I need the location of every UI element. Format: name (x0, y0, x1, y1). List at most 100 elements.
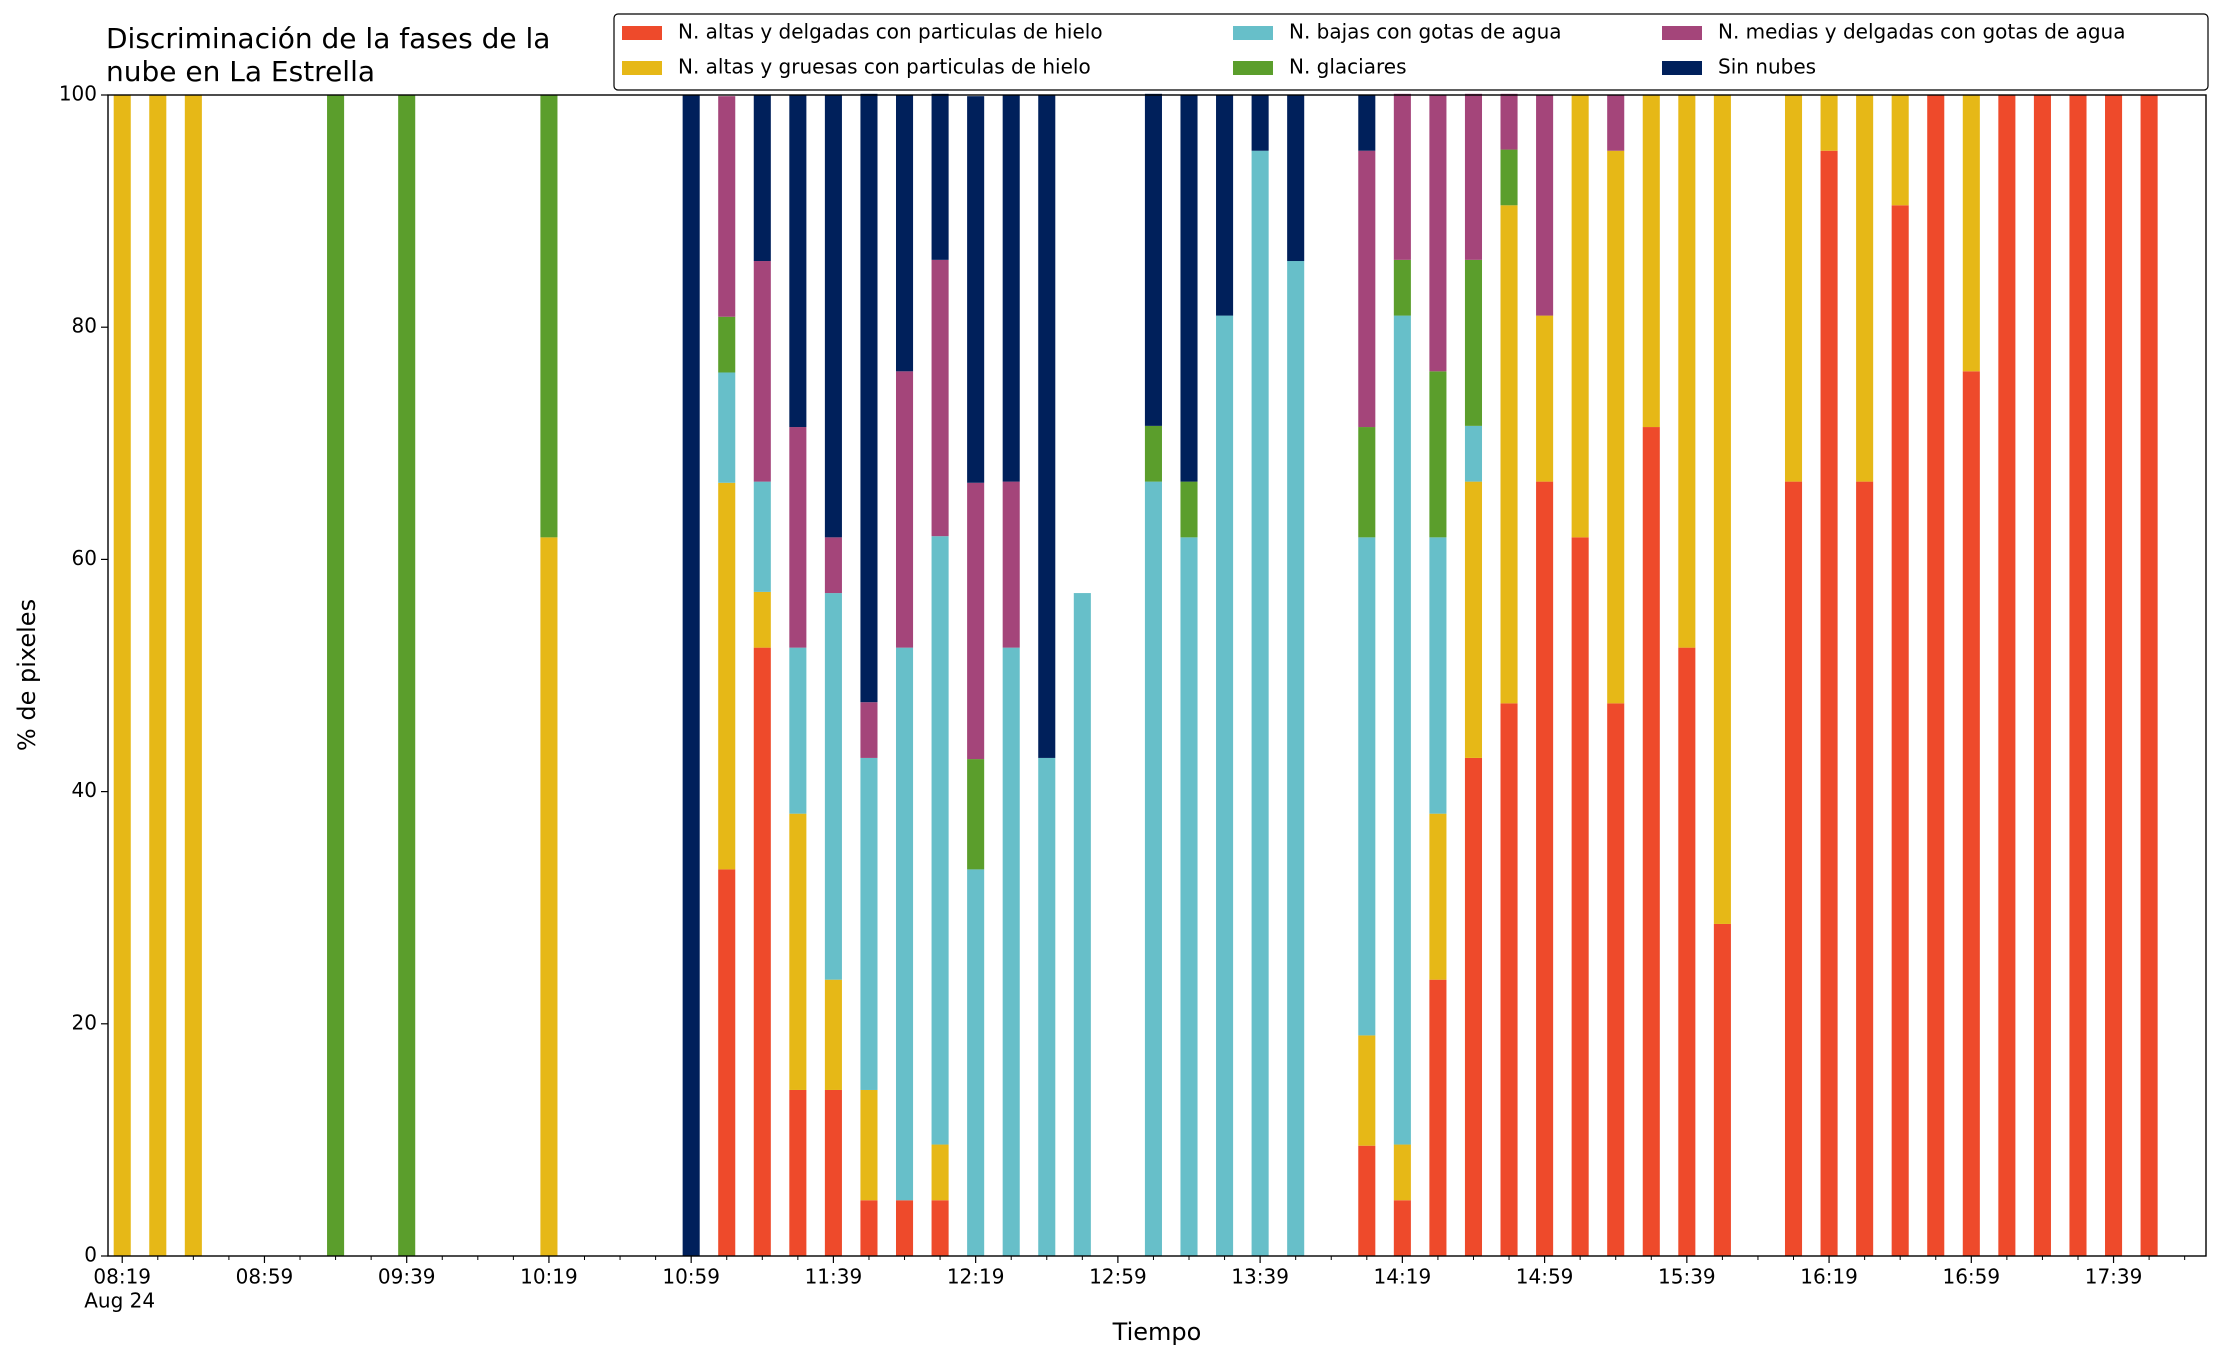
x-axis-label: Tiempo (1112, 1318, 1202, 1346)
bar-segment (718, 482, 736, 870)
bar-segment (1358, 1035, 1376, 1146)
legend-swatch (1662, 61, 1702, 75)
x-tick-label: 10:19 (520, 1265, 578, 1289)
bar-segment (1891, 95, 1909, 206)
bar-segment (895, 95, 914, 372)
bar-segment (753, 261, 771, 482)
bar-segment (1216, 315, 1234, 1257)
bar-segment (753, 647, 771, 1256)
bar-segment (1891, 205, 1909, 1256)
legend-box (613, 13, 2209, 91)
bar-segment (967, 482, 985, 760)
x-tick-label: 12:59 (1089, 1265, 1147, 1289)
y-tick-label: 20 (72, 1010, 97, 1034)
x-tick-label: 10:59 (662, 1265, 720, 1289)
bar-segment (1820, 150, 1838, 1256)
bar-segment (1998, 95, 2016, 1256)
bar-segment (931, 259, 949, 537)
bar-segment (1678, 95, 1696, 648)
bar-segment (1144, 93, 1162, 426)
x-tick-label: 13:39 (1231, 1265, 1289, 1289)
bar-segment (1962, 371, 1980, 1256)
bar-segment (327, 95, 345, 1256)
bar-segment (2140, 95, 2158, 1256)
plot-frame (107, 94, 2207, 1257)
bar-segment (895, 647, 914, 1201)
x-date-label: Aug 24 (84, 1289, 155, 1313)
bar-segment (1429, 371, 1447, 538)
bar-segment (753, 591, 771, 648)
bar-segment (1678, 647, 1696, 1256)
bar-segment (931, 1144, 949, 1201)
bar-segment (1464, 481, 1483, 758)
bar-segment (113, 95, 131, 1256)
bar-segment (2069, 95, 2087, 1256)
x-tick-label: 17:39 (2085, 1265, 2143, 1289)
bar-segment (1464, 259, 1483, 426)
bar-segment (1144, 481, 1162, 1256)
bar-segment (1358, 537, 1376, 1036)
bar-segment (1358, 95, 1376, 151)
bar-segment (1607, 703, 1625, 1256)
bar-segment (1393, 315, 1411, 1145)
bar-segment (1500, 149, 1518, 206)
bar-segment (2105, 95, 2123, 1256)
bar-segment (753, 95, 771, 262)
x-tick-label: 16:59 (1942, 1265, 2000, 1289)
legend-swatch (622, 26, 662, 40)
bar-segment (1358, 1145, 1376, 1256)
bar-segment (1500, 205, 1518, 704)
x-tick-label: 08:59 (236, 1265, 294, 1289)
bar-segment (824, 1089, 842, 1256)
y-tick-label: 60 (72, 546, 97, 570)
bar-segment (1856, 481, 1874, 1256)
bar-segment (1393, 1144, 1411, 1201)
bar-segment (1216, 95, 1234, 316)
bar-segment (1002, 95, 1020, 482)
legend-label: N. medias y delgadas con gotas de agua (1718, 20, 2126, 44)
bar-segment (789, 427, 807, 648)
bar-segment (1429, 537, 1447, 814)
bar-segment (789, 813, 807, 1090)
bar-segment (540, 537, 558, 1256)
bar-segment (718, 869, 736, 1256)
bar-segment (540, 95, 558, 538)
y-tick-label: 100 (59, 82, 97, 106)
bar-segment (1429, 813, 1447, 980)
bar-segment (1180, 481, 1198, 538)
bar-segment (1002, 647, 1020, 1256)
bar-segment (1251, 95, 1269, 151)
bar-segment (860, 93, 878, 703)
x-tick-label: 12:19 (947, 1265, 1005, 1289)
bar-segment (149, 95, 167, 1256)
bar-segment (1536, 481, 1554, 1256)
bar-segment (860, 757, 878, 1090)
chart-title: Discriminación de la fases de la (106, 22, 550, 55)
bar-segment (931, 93, 949, 260)
legend-label: N. altas y gruesas con particulas de hie… (678, 55, 1091, 79)
bar-segment (1180, 537, 1198, 1256)
bar-segment (1287, 95, 1305, 262)
legend-label: N. glaciares (1289, 55, 1407, 79)
bar-segment (1642, 427, 1660, 1256)
x-tick-label: 09:39 (378, 1265, 436, 1289)
legend-label: N. altas y delgadas con particulas de hi… (678, 20, 1103, 44)
bar-segment (1464, 757, 1483, 1256)
legend-swatch (1662, 26, 1702, 40)
bar-segment (1713, 95, 1731, 924)
bar-segment (1393, 259, 1411, 316)
y-tick-label: 40 (72, 778, 97, 802)
bar-segment (1002, 481, 1020, 648)
bar-segment (895, 1200, 914, 1256)
bar-segment (1393, 93, 1411, 260)
legend-swatch (1233, 26, 1273, 40)
x-tick-label: 08:19 (93, 1265, 151, 1289)
bar-segment (1464, 425, 1483, 482)
bar-segment (2033, 95, 2051, 1256)
bar-segment (1038, 95, 1056, 758)
y-tick-label: 0 (84, 1243, 97, 1267)
bar-segment (931, 536, 949, 1145)
bar-segment (1962, 95, 1980, 372)
bar-segment (1784, 481, 1803, 1256)
bar-segment (860, 1200, 878, 1256)
